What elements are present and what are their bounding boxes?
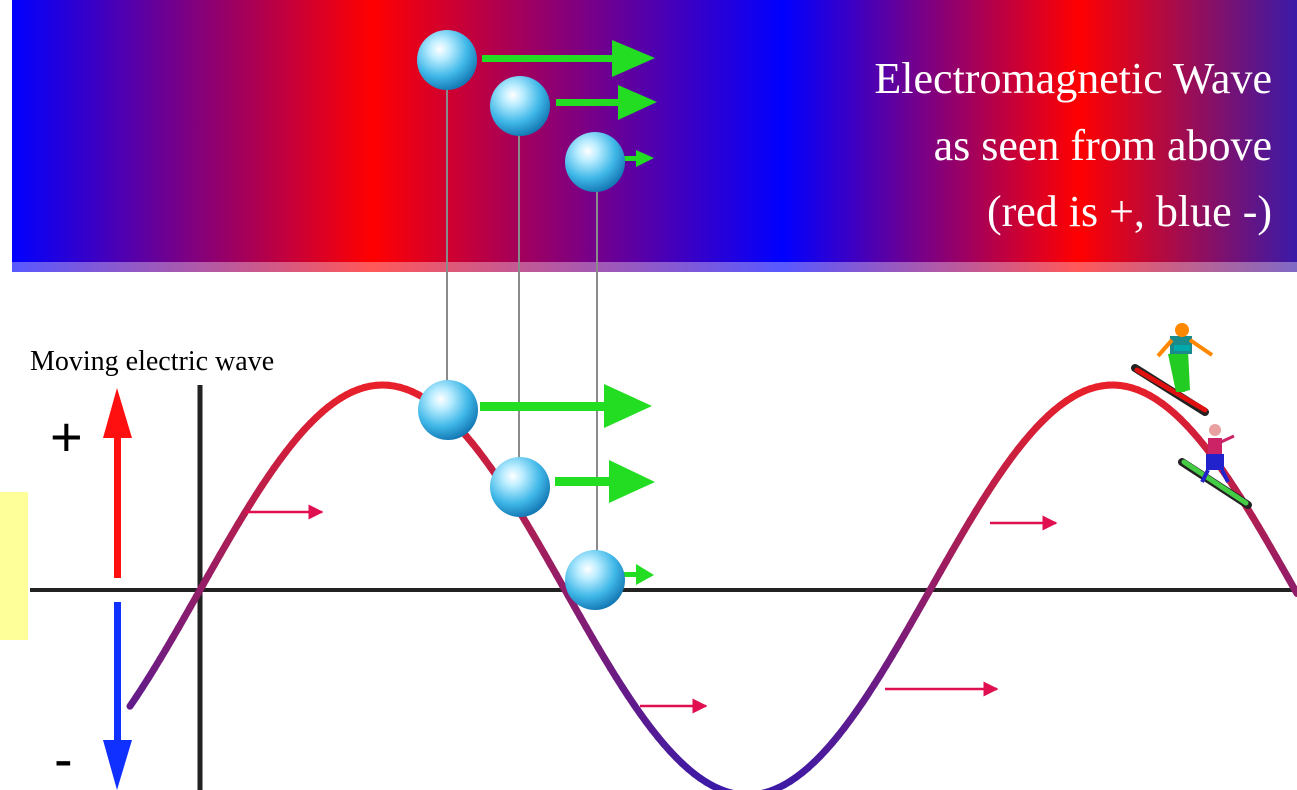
particle-ball-icon <box>490 76 550 136</box>
electric-wave <box>126 381 1297 790</box>
positive-arrow-icon <box>103 388 132 578</box>
particle-ball-icon <box>565 550 625 610</box>
banner-gradient <box>12 0 1297 272</box>
banner-title-line1: Electromagnetic Wave <box>874 54 1272 103</box>
negative-arrow-icon <box>103 602 132 790</box>
banner-title-line2: as seen from above <box>934 121 1272 170</box>
wave-velocity-arrows <box>480 384 655 585</box>
top-velocity-arrows <box>482 40 657 167</box>
green-arrow-icon <box>620 564 654 585</box>
propagation-arrows <box>245 504 1058 714</box>
green-arrow-icon <box>556 85 657 120</box>
green-arrow-icon <box>622 150 654 167</box>
connectors <box>446 65 598 565</box>
banner-title-line3: (red is +, blue -) <box>987 187 1272 236</box>
particle-ball-icon <box>490 457 550 517</box>
green-arrow-icon <box>555 460 655 503</box>
banner-fade <box>12 262 1297 274</box>
particle-ball-icon <box>417 30 477 90</box>
particle-ball-icon <box>418 380 478 440</box>
green-arrow-icon <box>482 40 655 77</box>
minus-sign: - <box>54 727 73 790</box>
wave-label: Moving electric wave <box>30 346 274 377</box>
particle-ball-icon <box>565 132 625 192</box>
side-note-box <box>0 492 28 640</box>
green-arrow-icon <box>480 384 652 428</box>
surfer-2-icon <box>1178 424 1252 509</box>
plus-sign: + <box>50 405 83 468</box>
surfer-1-icon <box>1131 323 1214 416</box>
